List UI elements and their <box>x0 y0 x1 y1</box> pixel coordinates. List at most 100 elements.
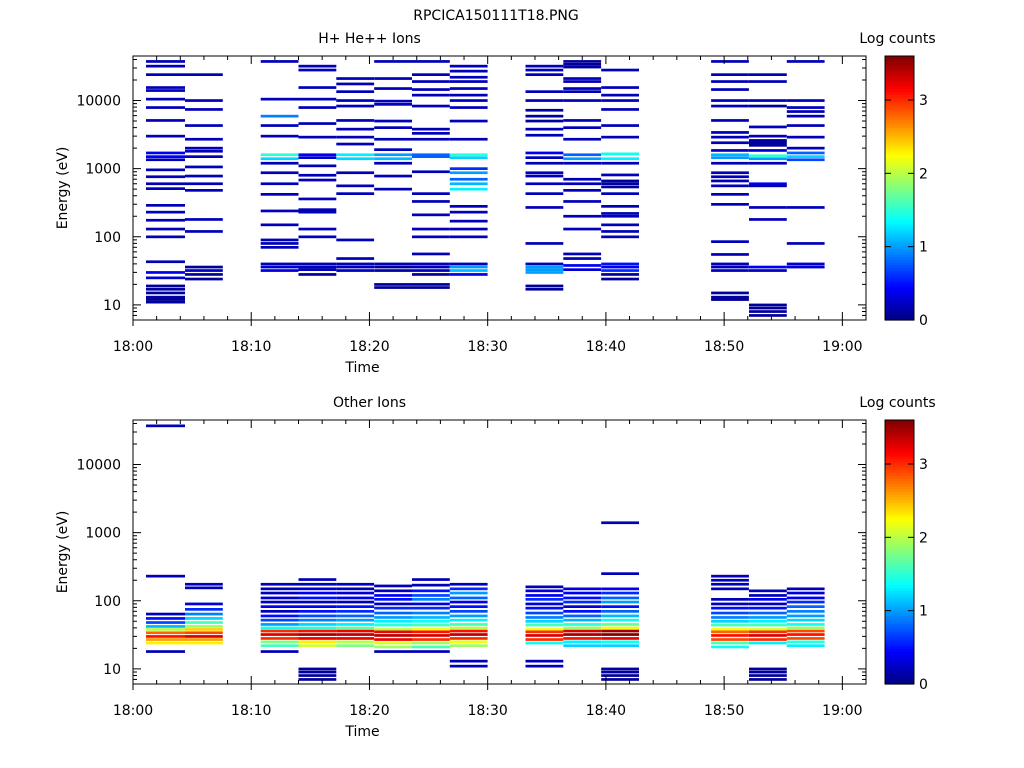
y-tick-label: 10 <box>103 298 121 314</box>
heatmap-cell <box>601 629 639 633</box>
heatmap-cell <box>374 630 412 634</box>
heatmap-cell <box>525 616 564 619</box>
heatmap-cell <box>525 156 564 159</box>
plot-frame <box>132 419 867 685</box>
heatmap-cell <box>786 600 825 604</box>
heatmap-cell <box>711 587 749 591</box>
colorbar-swatch <box>885 648 914 652</box>
heatmap-cell <box>336 142 375 146</box>
heatmap-cell <box>749 182 787 186</box>
heatmap-cell <box>449 227 488 231</box>
heatmap-cell <box>298 122 337 125</box>
heatmap-cell <box>185 165 223 169</box>
heatmap-cell <box>146 574 185 578</box>
heatmap-cell <box>749 678 787 681</box>
heatmap-cell <box>786 614 825 618</box>
colorbar-swatch <box>885 168 914 173</box>
heatmap-cell <box>601 157 639 161</box>
heatmap-cell <box>749 620 787 623</box>
colorbar-swatch <box>885 623 914 627</box>
colorbar-swatch <box>885 549 914 553</box>
heatmap-cell <box>525 182 564 186</box>
heatmap-cell <box>374 638 412 641</box>
heatmap-cell <box>412 628 450 631</box>
colorbar-swatch <box>885 108 914 112</box>
heatmap-cell <box>298 262 337 266</box>
colorbar-swatch <box>885 516 914 520</box>
heatmap-cell <box>449 640 488 644</box>
colorbar-swatch <box>885 651 914 655</box>
colorbar-swatch <box>885 149 914 153</box>
colorbar-swatch <box>885 494 914 498</box>
heatmap-cell <box>601 667 639 671</box>
heatmap-cell <box>146 621 185 624</box>
colorbar-swatch <box>885 138 914 142</box>
colorbar-swatch <box>885 273 914 277</box>
colorbar-swatch <box>885 130 914 134</box>
heatmap-cell <box>146 227 185 231</box>
heatmap-cell <box>298 591 337 595</box>
heatmap-cell <box>449 265 488 269</box>
heatmap-cell <box>563 153 602 157</box>
heatmap-cell <box>185 602 223 606</box>
heatmap-cell <box>711 616 749 619</box>
heatmap-cell <box>146 73 185 76</box>
heatmap-cell <box>146 650 185 653</box>
heatmap-cell <box>563 65 602 69</box>
heatmap-cell <box>336 257 375 260</box>
heatmap-cell <box>749 99 787 102</box>
colorbar-swatch <box>885 488 914 493</box>
heatmap-cell <box>260 134 299 138</box>
colorbar-swatch <box>885 626 914 630</box>
colorbar-swatch <box>885 75 914 79</box>
y-axis-label: Energy (eV) <box>55 511 71 594</box>
colorbar-swatch <box>885 587 914 592</box>
heatmap-cell <box>260 60 299 63</box>
heatmap-cell <box>525 641 564 645</box>
heatmap-cell <box>449 626 488 630</box>
colorbar-swatch <box>885 259 914 263</box>
heatmap-cell <box>260 269 299 272</box>
heatmap-cell <box>711 291 749 295</box>
heatmap-cell <box>749 265 787 269</box>
heatmap-cell <box>298 178 337 182</box>
colorbar-swatch <box>885 541 914 545</box>
heatmap-cell <box>563 644 602 647</box>
colorbar-swatch <box>885 532 914 537</box>
heatmap-cell <box>449 69 488 73</box>
heatmap-cell <box>711 179 749 183</box>
colorbar-swatch <box>885 678 914 682</box>
heatmap-cell <box>336 640 375 644</box>
heatmap-cell <box>412 269 450 272</box>
heatmap-cell <box>711 645 749 649</box>
heatmap-cell <box>786 146 825 150</box>
heatmap-cell <box>786 99 825 102</box>
heatmap-cell <box>711 149 749 152</box>
heatmap-cell <box>374 77 412 80</box>
heatmap-cell <box>711 630 749 634</box>
heatmap-cell <box>563 99 602 102</box>
heatmap-cell <box>146 175 185 179</box>
heatmap-cell <box>298 644 337 647</box>
heatmap-cell <box>711 171 749 175</box>
heatmap-cell <box>298 610 337 613</box>
heatmap-cell <box>185 174 223 178</box>
colorbar-swatch <box>885 502 914 506</box>
colorbar-swatch <box>885 491 914 495</box>
heatmap-cell <box>336 644 375 647</box>
colorbar-swatch <box>885 237 914 241</box>
heatmap-cell <box>786 587 825 591</box>
heatmap-cell <box>711 582 749 586</box>
heatmap-cell <box>298 210 337 214</box>
x-tick-label: 18:00 <box>113 339 153 355</box>
heatmap-cell <box>601 591 639 595</box>
heatmap-cell <box>146 625 185 628</box>
heatmap-cell <box>298 618 337 622</box>
heatmap-cell <box>336 127 375 131</box>
heatmap-cell <box>260 610 299 613</box>
heatmap-cell <box>412 634 450 637</box>
heatmap-cell <box>185 182 223 186</box>
heatmap-cell <box>449 187 488 191</box>
heatmap-cell <box>786 60 825 63</box>
heatmap-cell <box>525 659 564 663</box>
